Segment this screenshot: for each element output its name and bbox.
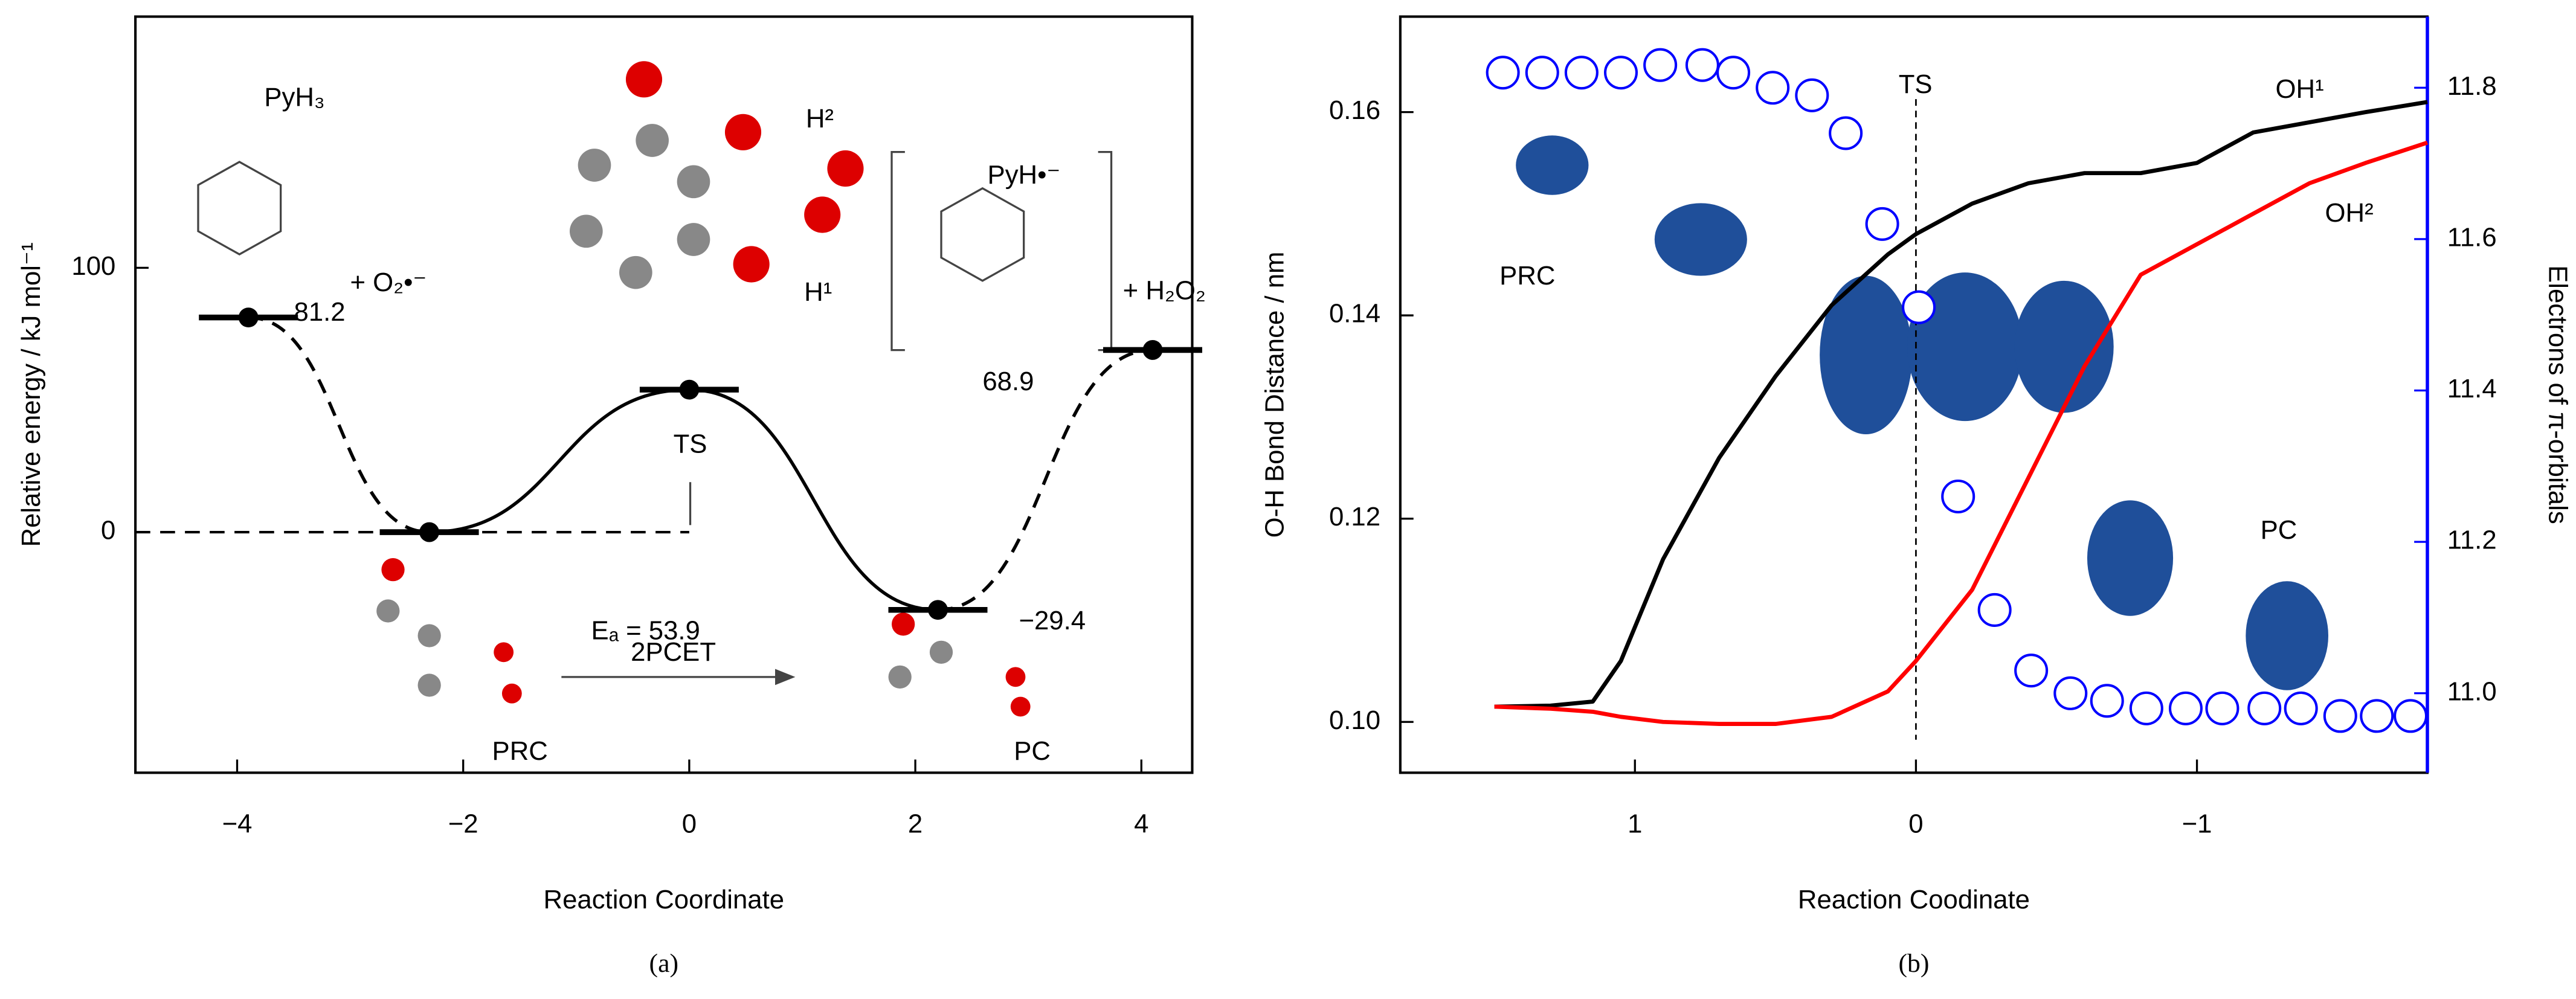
value-label: 81.2 <box>294 297 346 327</box>
x-tick-label: −2 <box>448 809 478 838</box>
annotation: PC <box>1014 736 1051 766</box>
annotation: + H₂O₂ <box>1123 276 1206 306</box>
y-tick-label: 0.12 <box>1329 502 1380 532</box>
y-tick-label: 100 <box>71 251 115 281</box>
y2-tick-label: 11.2 <box>2447 525 2497 555</box>
electron-point <box>2014 654 2049 688</box>
series-line <box>1494 100 2428 709</box>
x-axis-label: Reaction Coordinate <box>544 885 785 914</box>
x-tick-label: 4 <box>1134 809 1148 838</box>
electron-point <box>1941 479 1975 513</box>
electron-point <box>1902 290 1936 324</box>
electron-point <box>2394 699 2428 733</box>
electron-point <box>1643 48 1678 82</box>
electron-point <box>2323 699 2357 733</box>
annotation: H² <box>806 104 834 133</box>
annotation: PRC <box>1499 261 1555 291</box>
electron-point <box>1795 78 1829 112</box>
electron-point <box>2090 684 2124 718</box>
electron-point <box>2360 699 2394 733</box>
electron-point <box>1756 71 1790 105</box>
y2-tick-label: 11.0 <box>2447 676 2497 706</box>
electron-point <box>2053 676 2088 710</box>
electron-point <box>1486 56 1520 90</box>
electron-point <box>1716 56 1751 90</box>
annotation: Eₐ = 53.9 <box>591 616 700 646</box>
x-axis-label: Reaction Coodinate <box>1798 885 2030 914</box>
annotation: PRC <box>492 736 548 766</box>
panel-label: (b) <box>1898 949 1929 978</box>
panel-label: (a) <box>649 949 679 978</box>
energy-point <box>1142 340 1163 360</box>
x-tick-label: −4 <box>222 809 253 838</box>
electron-point <box>2284 691 2318 725</box>
electron-point <box>2205 691 2240 725</box>
y-tick-label: 0.14 <box>1329 299 1380 329</box>
series-label: OH¹ <box>2276 74 2324 104</box>
electron-point <box>2129 691 2163 725</box>
y2-tick-label: 11.8 <box>2447 71 2497 101</box>
y-tick-label: 0.16 <box>1329 95 1380 125</box>
annotation: H¹ <box>804 277 832 307</box>
y-tick-label: 0.10 <box>1329 705 1380 735</box>
electron-point <box>1685 48 1719 82</box>
x-tick-label: −1 <box>2182 809 2212 838</box>
series-label: OH² <box>2325 198 2374 228</box>
annotation: PC <box>2261 515 2297 545</box>
energy-curve <box>248 315 430 534</box>
annotation: TS <box>1899 69 1933 99</box>
energy-point <box>679 379 700 400</box>
electron-point <box>1977 593 2012 627</box>
structure-drawing <box>197 150 1113 686</box>
x-tick-label: 1 <box>1628 809 1642 838</box>
annotation: TS <box>674 429 707 459</box>
annotation: PyH₃ <box>264 83 324 112</box>
electron-point <box>2247 691 2282 725</box>
molecule-balls <box>376 61 1031 717</box>
annotation: + O₂•⁻ <box>350 268 427 297</box>
electron-point <box>1525 56 1559 90</box>
energy-point <box>928 600 948 620</box>
x-tick-label: 0 <box>682 809 697 838</box>
energy-curve <box>429 388 689 534</box>
value-label: 68.9 <box>982 367 1034 396</box>
electron-point <box>1564 56 1599 90</box>
y-tick-label: 0 <box>101 516 115 545</box>
y2-axis-label: Electrons of π-orbitals <box>2543 265 2573 524</box>
energy-point <box>238 307 259 328</box>
energy-point <box>419 522 439 542</box>
electron-point <box>1865 207 1899 241</box>
electron-point <box>1829 116 1863 150</box>
electron-point <box>1603 56 1638 90</box>
x-tick-label: 0 <box>1908 809 1923 838</box>
y2-tick-label: 11.4 <box>2447 374 2497 403</box>
series-line <box>1494 140 2429 727</box>
energy-curve <box>938 348 1153 612</box>
y-axis-label: O-H Bond Distance / nm <box>1260 252 1289 538</box>
y-axis-label: Relative energy / kJ mol⁻¹ <box>16 242 46 547</box>
annotation: 2PCET <box>631 637 716 667</box>
energy-curve <box>689 388 938 612</box>
orbital-blobs <box>1516 135 2328 690</box>
x-tick-label: 2 <box>908 809 923 838</box>
electron-point <box>2168 691 2203 725</box>
y2-tick-label: 11.6 <box>2447 222 2497 252</box>
value-label: −29.4 <box>1019 606 1086 635</box>
plot-frame-a <box>134 15 1194 774</box>
annotation: PyH•⁻ <box>988 160 1061 190</box>
